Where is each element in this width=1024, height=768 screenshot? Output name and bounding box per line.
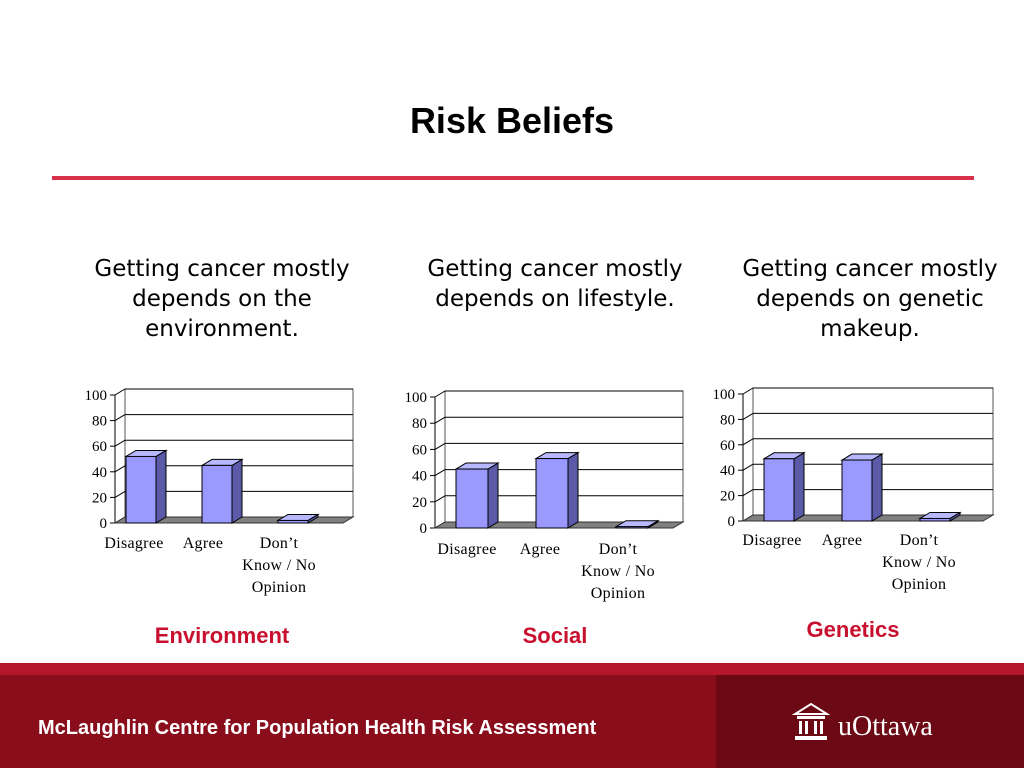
bar-agree <box>200 458 244 524</box>
caption-genetics: Genetics <box>806 617 900 642</box>
x-tick-label-line: Opinion <box>251 579 307 596</box>
footer-logo-panel <box>716 675 1024 768</box>
gridline-diagonal <box>742 438 754 446</box>
x-tick-label: Don’t Know / No Opinion <box>873 530 965 596</box>
bar-agree <box>840 453 884 522</box>
x-tick-label-line: Know / No <box>581 563 655 580</box>
caption-social: Social <box>522 623 588 648</box>
bar-side <box>567 451 579 529</box>
gridline-diagonal <box>434 469 446 477</box>
footer-text: McLaughlin Centre for Population Health … <box>38 717 597 739</box>
panel-statement-genetics: Getting cancer mostly depends on genetic… <box>742 256 998 342</box>
bar-face <box>277 519 309 524</box>
x-tick-label: Agree <box>173 533 233 555</box>
x-tick-label-line: Disagree <box>742 532 802 549</box>
footer-bar: McLaughlin Centre for Population Health … <box>0 663 1024 768</box>
y-tick-label: 20 <box>720 489 735 505</box>
bar-face <box>455 468 489 529</box>
gridline-diagonal <box>434 416 446 424</box>
y-tick-label: 80 <box>720 412 735 428</box>
footer-accent-band <box>0 663 1024 675</box>
x-tick-label: Disagree <box>95 533 173 555</box>
bar-side <box>155 449 167 524</box>
gridline-diagonal <box>434 442 446 450</box>
y-tick-label: 60 <box>412 442 427 458</box>
y-tick-label: 20 <box>412 495 427 511</box>
bar-side <box>231 458 243 524</box>
bar-side <box>487 462 499 529</box>
gridline-diagonal <box>742 489 754 497</box>
bar-don-t-know-no-opinion <box>276 513 320 524</box>
y-tick-label: 0 <box>728 514 736 530</box>
y-tick-label: 80 <box>92 414 107 430</box>
chart-environment: 0 20 40 60 80 100 <box>85 388 355 532</box>
x-tick-label-line: Agree <box>519 541 561 558</box>
x-tick-label-line: Agree <box>821 532 863 549</box>
x-tick-label-line: Don’t <box>899 532 939 549</box>
chart-genetics: 0 20 40 60 80 100 <box>713 387 995 530</box>
bar-disagree <box>762 451 806 522</box>
x-tick-label: Agree <box>811 530 873 552</box>
x-tick-label: Don’t Know / No Opinion <box>571 539 665 605</box>
x-tick-label-line: Know / No <box>882 554 956 571</box>
bar-don-t-know-no-opinion <box>918 511 962 522</box>
x-tick-label-line: Agree <box>182 535 224 552</box>
y-tick-label: 80 <box>412 416 427 432</box>
bar-agree <box>534 451 580 529</box>
y-tick-label: 0 <box>100 516 108 532</box>
caption-environment: Environment <box>154 623 290 648</box>
gridline-diagonal <box>114 465 126 473</box>
x-tick-label: Don’t Know / No Opinion <box>233 533 325 599</box>
y-tick-label: 40 <box>92 465 107 481</box>
gridline-diagonal <box>434 495 446 503</box>
y-tick-label: 0 <box>420 521 428 537</box>
x-tick-label-line: Know / No <box>242 557 316 574</box>
y-tick-label: 100 <box>85 388 108 404</box>
x-tick-label: Disagree <box>733 530 811 552</box>
uottawa-seal-icon <box>792 702 830 740</box>
uottawa-logo: uOttawa <box>838 711 933 742</box>
y-tick-label: 40 <box>412 469 427 485</box>
gridline-diagonal <box>742 463 754 471</box>
bar-face <box>919 517 951 522</box>
gridline-diagonal <box>114 388 126 396</box>
bar-side <box>793 451 805 522</box>
bar-face <box>201 464 233 524</box>
bar-face <box>125 455 157 524</box>
bar-disagree <box>124 449 168 524</box>
y-tick-label: 60 <box>720 438 735 454</box>
title-divider <box>52 176 974 180</box>
x-tick-label-line: Opinion <box>590 585 646 602</box>
y-tick-label: 60 <box>92 439 107 455</box>
x-tick-label-line: Disagree <box>437 541 497 558</box>
bar-don-t-know-no-opinion <box>614 519 660 529</box>
gridline-diagonal <box>434 390 446 398</box>
panel-statement-environment: Getting cancer mostly depends on the env… <box>94 256 350 342</box>
x-tick-label: Disagree <box>425 539 509 561</box>
bar-face <box>535 458 569 529</box>
slide-title: Risk Beliefs <box>409 100 615 141</box>
gridline-diagonal <box>114 439 126 447</box>
gridline-diagonal <box>114 490 126 498</box>
chart-social: 0 20 40 60 80 100 <box>405 390 685 537</box>
y-tick-label: 40 <box>720 463 735 479</box>
x-tick-label-line: Don’t <box>259 535 299 552</box>
y-tick-label: 20 <box>92 490 107 506</box>
bar-face <box>615 526 649 529</box>
bar-face <box>841 459 873 522</box>
gridline-diagonal <box>742 387 754 395</box>
gridline-diagonal <box>114 414 126 422</box>
y-tick-label: 100 <box>405 390 428 406</box>
bar-side <box>871 453 883 522</box>
x-tick-label-line: Disagree <box>104 535 164 552</box>
panel-statement-social: Getting cancer mostly depends on lifesty… <box>427 256 683 312</box>
x-tick-label-line: Don’t <box>598 541 638 558</box>
x-tick-label-line: Opinion <box>891 576 947 593</box>
gridline-diagonal <box>742 412 754 420</box>
bar-disagree <box>454 462 500 529</box>
y-tick-label: 100 <box>713 387 736 403</box>
bar-face <box>763 458 795 522</box>
x-tick-label: Agree <box>509 539 571 561</box>
